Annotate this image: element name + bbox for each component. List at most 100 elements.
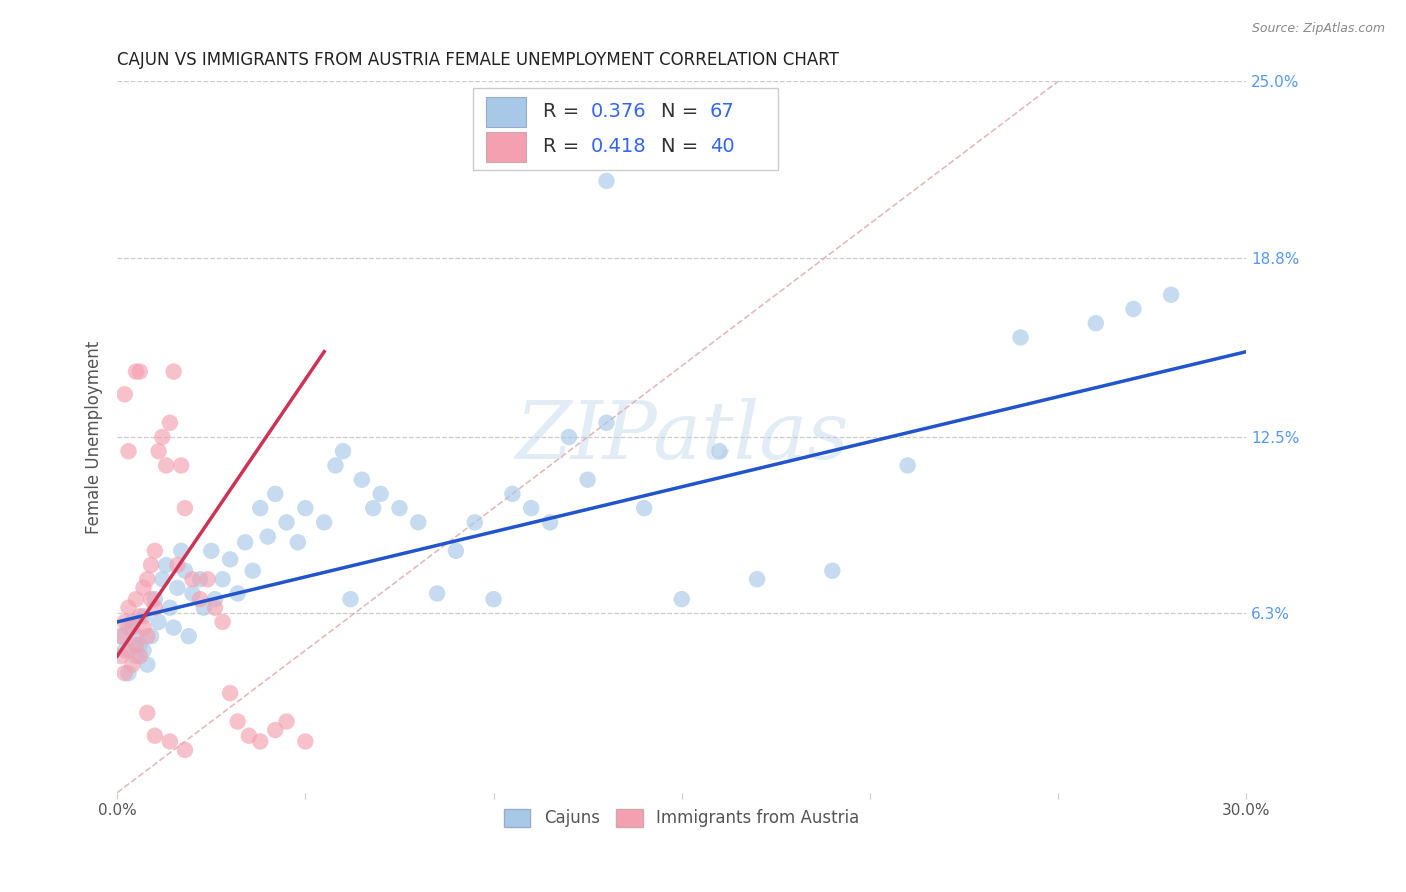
Point [219, 686, 242, 700]
Text: N =: N = [661, 103, 704, 121]
Point [197, 572, 219, 586]
Point [121, 657, 143, 672]
Point [163, 621, 186, 635]
Point [143, 592, 166, 607]
Point [671, 592, 693, 607]
Point [1084, 316, 1107, 330]
Point [249, 501, 271, 516]
Point [276, 714, 298, 729]
Point [110, 629, 132, 643]
Point [482, 592, 505, 607]
Point [339, 592, 361, 607]
Point [1122, 301, 1144, 316]
Y-axis label: Female Unemployment: Female Unemployment [86, 341, 103, 533]
Point [143, 600, 166, 615]
Point [110, 649, 132, 664]
Point [117, 444, 139, 458]
Point [136, 706, 159, 720]
Point [361, 501, 384, 516]
Point [114, 615, 136, 629]
Point [558, 430, 581, 444]
Point [125, 629, 148, 643]
Point [325, 458, 347, 473]
Point [159, 600, 181, 615]
Point [148, 615, 170, 629]
Point [264, 487, 287, 501]
Point [538, 516, 561, 530]
Point [233, 535, 256, 549]
Point [200, 543, 222, 558]
Point [595, 416, 617, 430]
Point [150, 430, 173, 444]
Point [114, 666, 136, 681]
Point [177, 629, 200, 643]
Point [128, 649, 150, 664]
Text: R =: R = [543, 137, 585, 156]
Point [256, 530, 278, 544]
Point [464, 516, 486, 530]
Point [114, 643, 136, 657]
Point [249, 734, 271, 748]
Point [166, 558, 188, 572]
Point [204, 592, 226, 607]
Point [143, 543, 166, 558]
Point [520, 501, 543, 516]
Point [633, 501, 655, 516]
Point [174, 564, 197, 578]
Point [114, 387, 136, 401]
Point [188, 572, 211, 586]
Point [155, 558, 177, 572]
Point [150, 572, 173, 586]
Point [132, 621, 155, 635]
Point [181, 586, 204, 600]
Point [350, 473, 373, 487]
Point [136, 572, 159, 586]
Point [188, 592, 211, 607]
Bar [486, 132, 526, 161]
Point [709, 444, 731, 458]
Point [128, 609, 150, 624]
Point [117, 621, 139, 635]
Point [314, 516, 336, 530]
Point [117, 600, 139, 615]
Point [370, 487, 392, 501]
Point [132, 643, 155, 657]
Text: CAJUN VS IMMIGRANTS FROM AUSTRIA FEMALE UNEMPLOYMENT CORRELATION CHART: CAJUN VS IMMIGRANTS FROM AUSTRIA FEMALE … [117, 51, 839, 69]
Legend: Cajuns, Immigrants from Austria: Cajuns, Immigrants from Austria [498, 802, 866, 834]
Point [276, 516, 298, 530]
Point [1160, 287, 1182, 301]
Point [121, 615, 143, 629]
Point [501, 487, 523, 501]
Point [174, 743, 197, 757]
Point [211, 615, 233, 629]
Point [125, 592, 148, 607]
Point [159, 734, 181, 748]
Point [148, 444, 170, 458]
Point [821, 564, 844, 578]
Point [426, 586, 449, 600]
Point [132, 581, 155, 595]
Text: 0.418: 0.418 [591, 137, 645, 156]
Bar [472, 88, 778, 170]
Point [287, 535, 309, 549]
Point [595, 174, 617, 188]
Point [143, 729, 166, 743]
Point [117, 666, 139, 681]
Point [332, 444, 354, 458]
Point [408, 516, 430, 530]
Point [128, 638, 150, 652]
Point [211, 572, 233, 586]
Point [181, 572, 204, 586]
Point [139, 629, 162, 643]
Point [121, 621, 143, 635]
Point [110, 629, 132, 643]
Point [576, 473, 599, 487]
Point [226, 714, 249, 729]
Text: 40: 40 [710, 137, 735, 156]
Point [174, 501, 197, 516]
Point [1010, 330, 1032, 344]
Point [117, 643, 139, 657]
Point [139, 558, 162, 572]
Point [204, 600, 226, 615]
Point [125, 649, 148, 664]
